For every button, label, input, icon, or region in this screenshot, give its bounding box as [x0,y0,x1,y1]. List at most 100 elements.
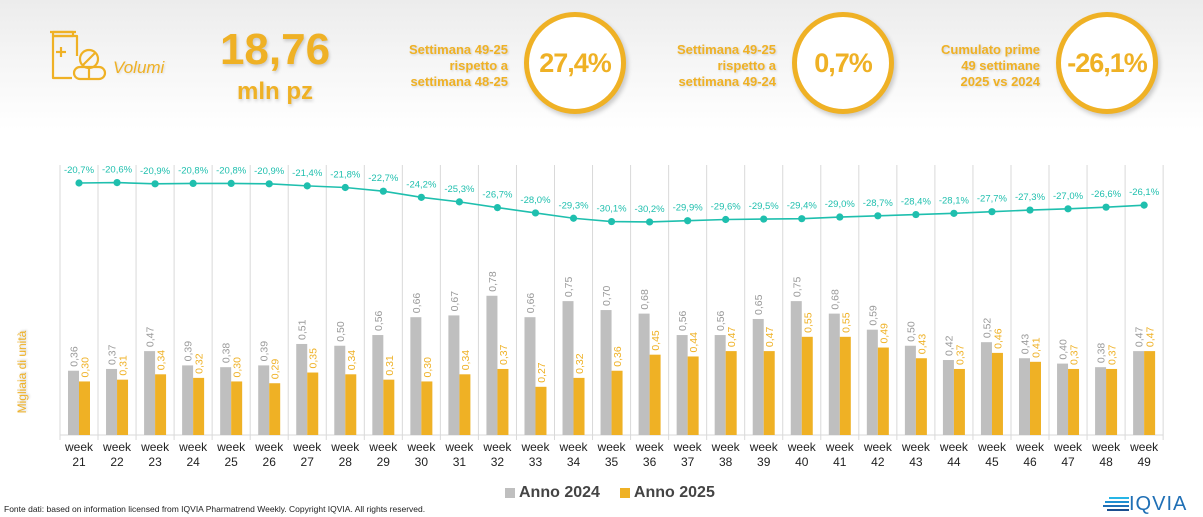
bar-2024 [68,370,79,435]
bar-label-2025: 0,49 [878,323,890,344]
bar-2025 [307,372,319,435]
bar-2024 [1095,367,1107,435]
line-point [760,215,768,223]
line-label: -29,0% [825,199,856,210]
bar-2025 [269,383,281,435]
stat-week-vs-prev-desc: Settimana 49-25 rispetto a settimana 48-… [380,42,508,90]
line-point [722,215,730,224]
x-tick-label: week [368,440,398,454]
bar-2024 [676,335,688,435]
bar-label-2024: 0,38 [1096,343,1108,364]
line-point [455,198,463,206]
stat-week-vs-lastyear-circle: 0,7% [792,12,894,114]
bar-2024 [638,313,650,435]
bar-label-2025: 0,30 [80,357,92,378]
bar-2024 [1057,363,1069,435]
x-tick-label: 49 [1137,455,1151,469]
x-tick-label: week [863,440,893,454]
x-tick-label: 28 [339,455,353,469]
x-tick-label: week [406,440,436,454]
line-point [265,180,273,188]
bar-label-2024: 0,38 [221,343,233,364]
bar-label-2024: 0,75 [563,277,575,298]
iqvia-logo-icon [1103,497,1129,511]
bar-label-2025: 0,47 [1145,327,1157,348]
bar-2024 [296,343,308,435]
line-point [836,213,844,221]
x-tick-label: 33 [529,455,543,469]
line-label: -30,2% [635,204,666,215]
bar-2024 [1133,351,1145,435]
line-point [1064,205,1072,213]
bar-2024 [524,317,536,435]
bar-2024 [220,367,232,435]
line-label: -20,8% [216,165,247,176]
bar-label-2024: 0,56 [677,310,689,331]
bar-label-2024: 0,51 [297,319,309,340]
bar-2024 [942,360,954,435]
line-label: -21,8% [330,170,361,181]
bar-2025 [649,354,661,435]
bar-2025 [1030,361,1041,435]
bar-2024 [980,342,992,435]
x-tick-label: week [711,440,741,454]
bar-2025 [231,381,243,435]
bar-2024 [106,368,118,435]
stat-week-vs-lastyear-value: 0,7% [814,47,873,78]
bar-label-2025: 0,37 [1069,344,1081,365]
bar-2024 [904,345,916,435]
bar-label-2025: 0,41 [1031,337,1043,358]
bar-label-2025: 0,47 [764,327,776,348]
bar-label-2025: 0,31 [384,355,396,376]
bar-2025 [839,336,851,435]
x-tick-label: 36 [643,455,657,469]
line-point [75,179,83,187]
bar-label-2025: 0,45 [650,330,662,351]
x-tick-label: 21 [72,455,86,469]
bar-label-2025: 0,55 [802,312,814,333]
bar-label-2025: 0,43 [916,334,928,355]
line-label: -29,6% [711,201,742,212]
stat-desc-line: settimana 48-25 [410,74,508,89]
stat-cumulative-circle: -26,1% [1056,12,1158,114]
x-tick-label: week [901,440,931,454]
x-tick-label: 23 [148,455,162,469]
x-tick-label: week [216,440,246,454]
stat-desc-line: Settimana 49-25 [409,42,508,57]
bar-2025 [535,386,547,435]
x-tick-label: 31 [453,455,467,469]
line-label: -30,1% [597,204,628,215]
line-label: -28,1% [939,195,970,206]
x-tick-label: week [673,440,703,454]
line-point [1026,206,1034,214]
bar-label-2025: 0,47 [726,327,738,348]
x-tick-label: week [444,440,474,454]
bar-label-2025: 0,36 [612,346,624,367]
bar-2024 [448,315,460,435]
line-point [798,215,806,223]
x-tick-label: 40 [795,455,809,469]
bar-label-2024: 0,37 [107,344,119,365]
x-tick-label: 30 [415,455,429,469]
bar-2025 [1106,368,1118,435]
x-tick-label: week [1091,440,1121,454]
bar-2024 [562,301,574,435]
x-tick-label: week [330,440,360,454]
x-tick-label: week [635,440,665,454]
bar-label-2025: 0,37 [1107,344,1119,365]
bar-label-2025: 0,34 [460,350,472,371]
legend-item-2024: Anno 2024 [505,484,600,502]
legend-label-2025: Anno 2025 [633,484,715,501]
bar-2025 [611,370,623,435]
line-label: -24,2% [406,179,437,190]
line-point [379,187,387,195]
line-point [912,210,920,219]
line-label: -27,0% [1053,191,1084,202]
bar-2024 [866,329,878,435]
line-point [531,209,540,217]
stat-desc-line: rispetto a [449,58,508,73]
bar-2024 [144,351,156,435]
bar-label-2024: 0,47 [1134,327,1146,348]
x-tick-label: week [178,440,208,454]
bar-label-2024: 0,47 [145,327,157,348]
